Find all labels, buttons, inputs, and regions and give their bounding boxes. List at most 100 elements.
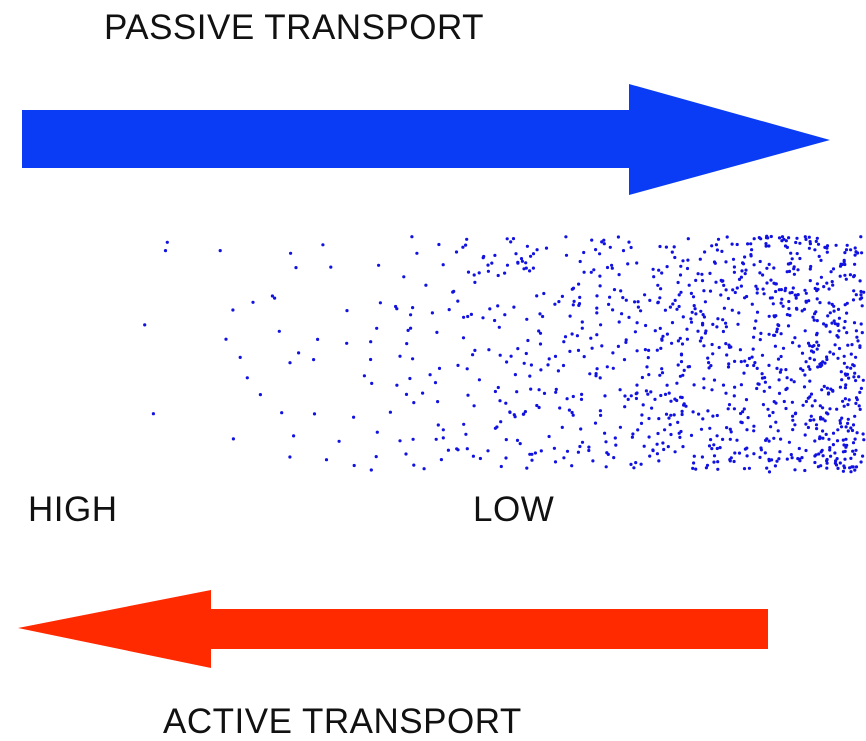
- particle: [512, 305, 516, 309]
- particle: [764, 242, 768, 246]
- particle: [681, 373, 685, 377]
- particle: [635, 383, 639, 387]
- particle: [770, 296, 774, 300]
- particle: [794, 306, 799, 310]
- particle: [859, 460, 863, 464]
- particle: [838, 421, 843, 425]
- particle: [312, 412, 317, 416]
- particle: [836, 322, 840, 326]
- particle: [508, 410, 512, 414]
- particle: [378, 301, 382, 305]
- particle: [697, 412, 701, 416]
- particle: [591, 459, 595, 463]
- particle: [661, 334, 665, 338]
- particle: [845, 243, 849, 247]
- particle: [790, 290, 794, 295]
- particle: [624, 298, 628, 302]
- particle: [772, 400, 776, 404]
- particle: [538, 342, 543, 346]
- particle: [513, 373, 518, 377]
- particle: [846, 429, 850, 433]
- particle: [664, 412, 669, 416]
- particle: [829, 270, 833, 274]
- particle: [815, 236, 819, 240]
- particle: [794, 296, 798, 300]
- particle: [825, 466, 829, 470]
- particle: [737, 451, 742, 455]
- particle: [656, 300, 660, 304]
- particle: [849, 456, 853, 460]
- particle: [862, 290, 866, 294]
- particle: [767, 414, 772, 418]
- particle: [816, 287, 820, 291]
- particle: [677, 304, 681, 309]
- particle: [493, 426, 497, 430]
- particle: [660, 271, 664, 275]
- particle: [375, 326, 379, 330]
- particle: [800, 309, 804, 313]
- particle: [817, 452, 821, 456]
- particle: [798, 256, 802, 261]
- particle: [827, 391, 831, 395]
- particle: [441, 263, 445, 267]
- particle: [791, 286, 795, 290]
- particle: [773, 333, 777, 337]
- particle: [671, 302, 675, 306]
- particle: [530, 458, 534, 462]
- particle: [832, 304, 836, 308]
- particle: [853, 437, 857, 441]
- particle: [461, 336, 466, 340]
- particle: [716, 467, 720, 471]
- particle: [661, 441, 665, 445]
- particle: [820, 388, 824, 392]
- particle: [465, 447, 469, 451]
- particle: [739, 284, 744, 288]
- particle: [763, 451, 767, 455]
- particle: [798, 457, 802, 461]
- particle: [784, 406, 788, 411]
- particle: [861, 432, 865, 436]
- particle: [767, 470, 772, 474]
- particle: [691, 410, 695, 414]
- particle: [370, 381, 374, 385]
- particle: [842, 361, 847, 365]
- particle: [781, 304, 785, 308]
- particle: [447, 308, 451, 312]
- particle: [843, 449, 847, 453]
- particle: [833, 322, 838, 326]
- particle: [724, 342, 728, 346]
- particle: [803, 288, 807, 292]
- particle: [587, 445, 591, 449]
- particle: [743, 272, 747, 276]
- particle: [791, 341, 795, 345]
- particle: [163, 249, 168, 253]
- particle: [571, 413, 575, 417]
- particle: [701, 417, 705, 421]
- particle: [853, 468, 857, 472]
- particle: [836, 466, 840, 470]
- particle: [752, 237, 756, 241]
- particle: [294, 266, 298, 270]
- particle: [777, 288, 781, 292]
- particle: [775, 330, 779, 334]
- particle: [567, 408, 572, 412]
- particle: [731, 257, 736, 261]
- particle: [669, 432, 673, 437]
- particle: [803, 329, 807, 333]
- particle: [594, 248, 598, 252]
- particle: [631, 432, 635, 436]
- particle: [790, 257, 794, 261]
- particle: [747, 466, 752, 470]
- particle: [590, 346, 594, 350]
- particle: [854, 379, 858, 383]
- particle: [759, 446, 763, 450]
- particle: [421, 391, 425, 395]
- particle: [696, 329, 700, 333]
- particle: [554, 390, 558, 394]
- particle: [660, 371, 665, 375]
- particle: [736, 322, 740, 326]
- particle: [745, 446, 749, 450]
- particle: [721, 279, 725, 283]
- particle: [680, 409, 684, 413]
- particle: [520, 259, 525, 263]
